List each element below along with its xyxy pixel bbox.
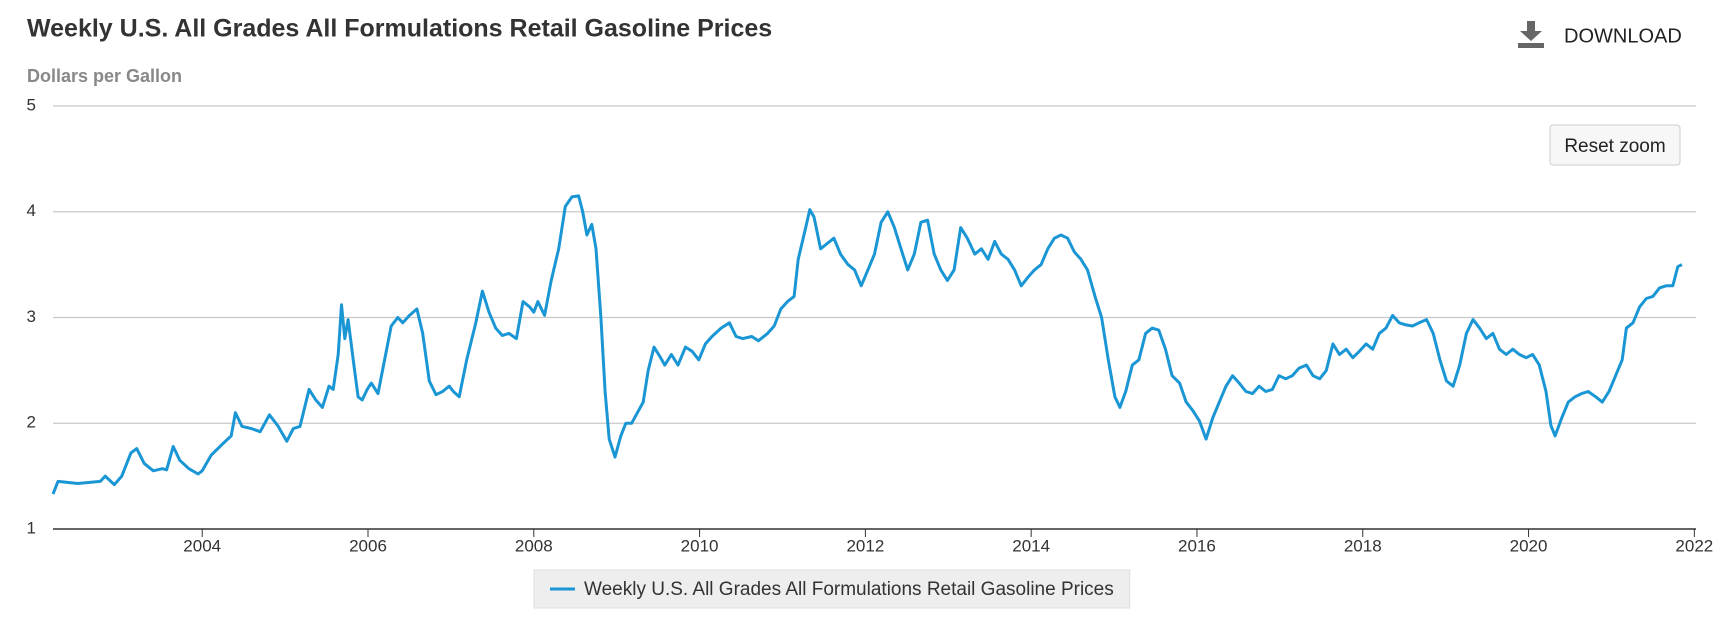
download-area[interactable] [1517, 18, 1697, 54]
legend-box [533, 569, 1131, 609]
series-line [51, 194, 1683, 495]
x-tick-label: 2014 [1012, 536, 1050, 555]
plot-area: 1 2 3 4 5 2004 2006 2008 2010 2012 2014 2016 2018 202… [27, 95, 1713, 609]
x-tick-label: 2022 [1675, 536, 1713, 555]
download-icon [1527, 21, 1535, 33]
x-tick-label: 2012 [846, 536, 884, 555]
download-button[interactable]: DOWNLOAD [1517, 18, 1697, 54]
reset-zoom-box[interactable] [1549, 124, 1681, 166]
x-tick-label: 2006 [349, 536, 387, 555]
x-tick-label: 2008 [515, 536, 553, 555]
y-tick-label: 5 [27, 95, 36, 114]
chart-title: Weekly U.S. All Grades All Formulations … [27, 15, 772, 43]
x-tick-label: 2016 [1178, 536, 1216, 555]
download-label[interactable]: DOWNLOAD [1564, 25, 1682, 47]
reset-zoom-label[interactable]: Reset zoom [1564, 136, 1665, 157]
x-tick-label: 2004 [183, 536, 221, 555]
y-tick-label: 2 [27, 413, 36, 432]
download-icon [1520, 31, 1542, 41]
legend: Weekly U.S. All Grades All Formulations … [533, 569, 1131, 609]
download-icon [1518, 43, 1544, 48]
y-axis-label: Dollars per Gallon [27, 66, 182, 86]
legend-label: Weekly U.S. All Grades All Formulations … [584, 579, 1114, 600]
y-tick-label: 3 [27, 307, 36, 326]
y-tick-label: 4 [27, 201, 36, 220]
reset-zoom-button[interactable]: Reset zoom [1549, 124, 1681, 166]
x-tick-label: 2018 [1344, 536, 1382, 555]
x-tick-label: 2020 [1510, 536, 1548, 555]
x-tick-label: 2010 [681, 536, 719, 555]
y-tick-label: 1 [27, 518, 36, 537]
